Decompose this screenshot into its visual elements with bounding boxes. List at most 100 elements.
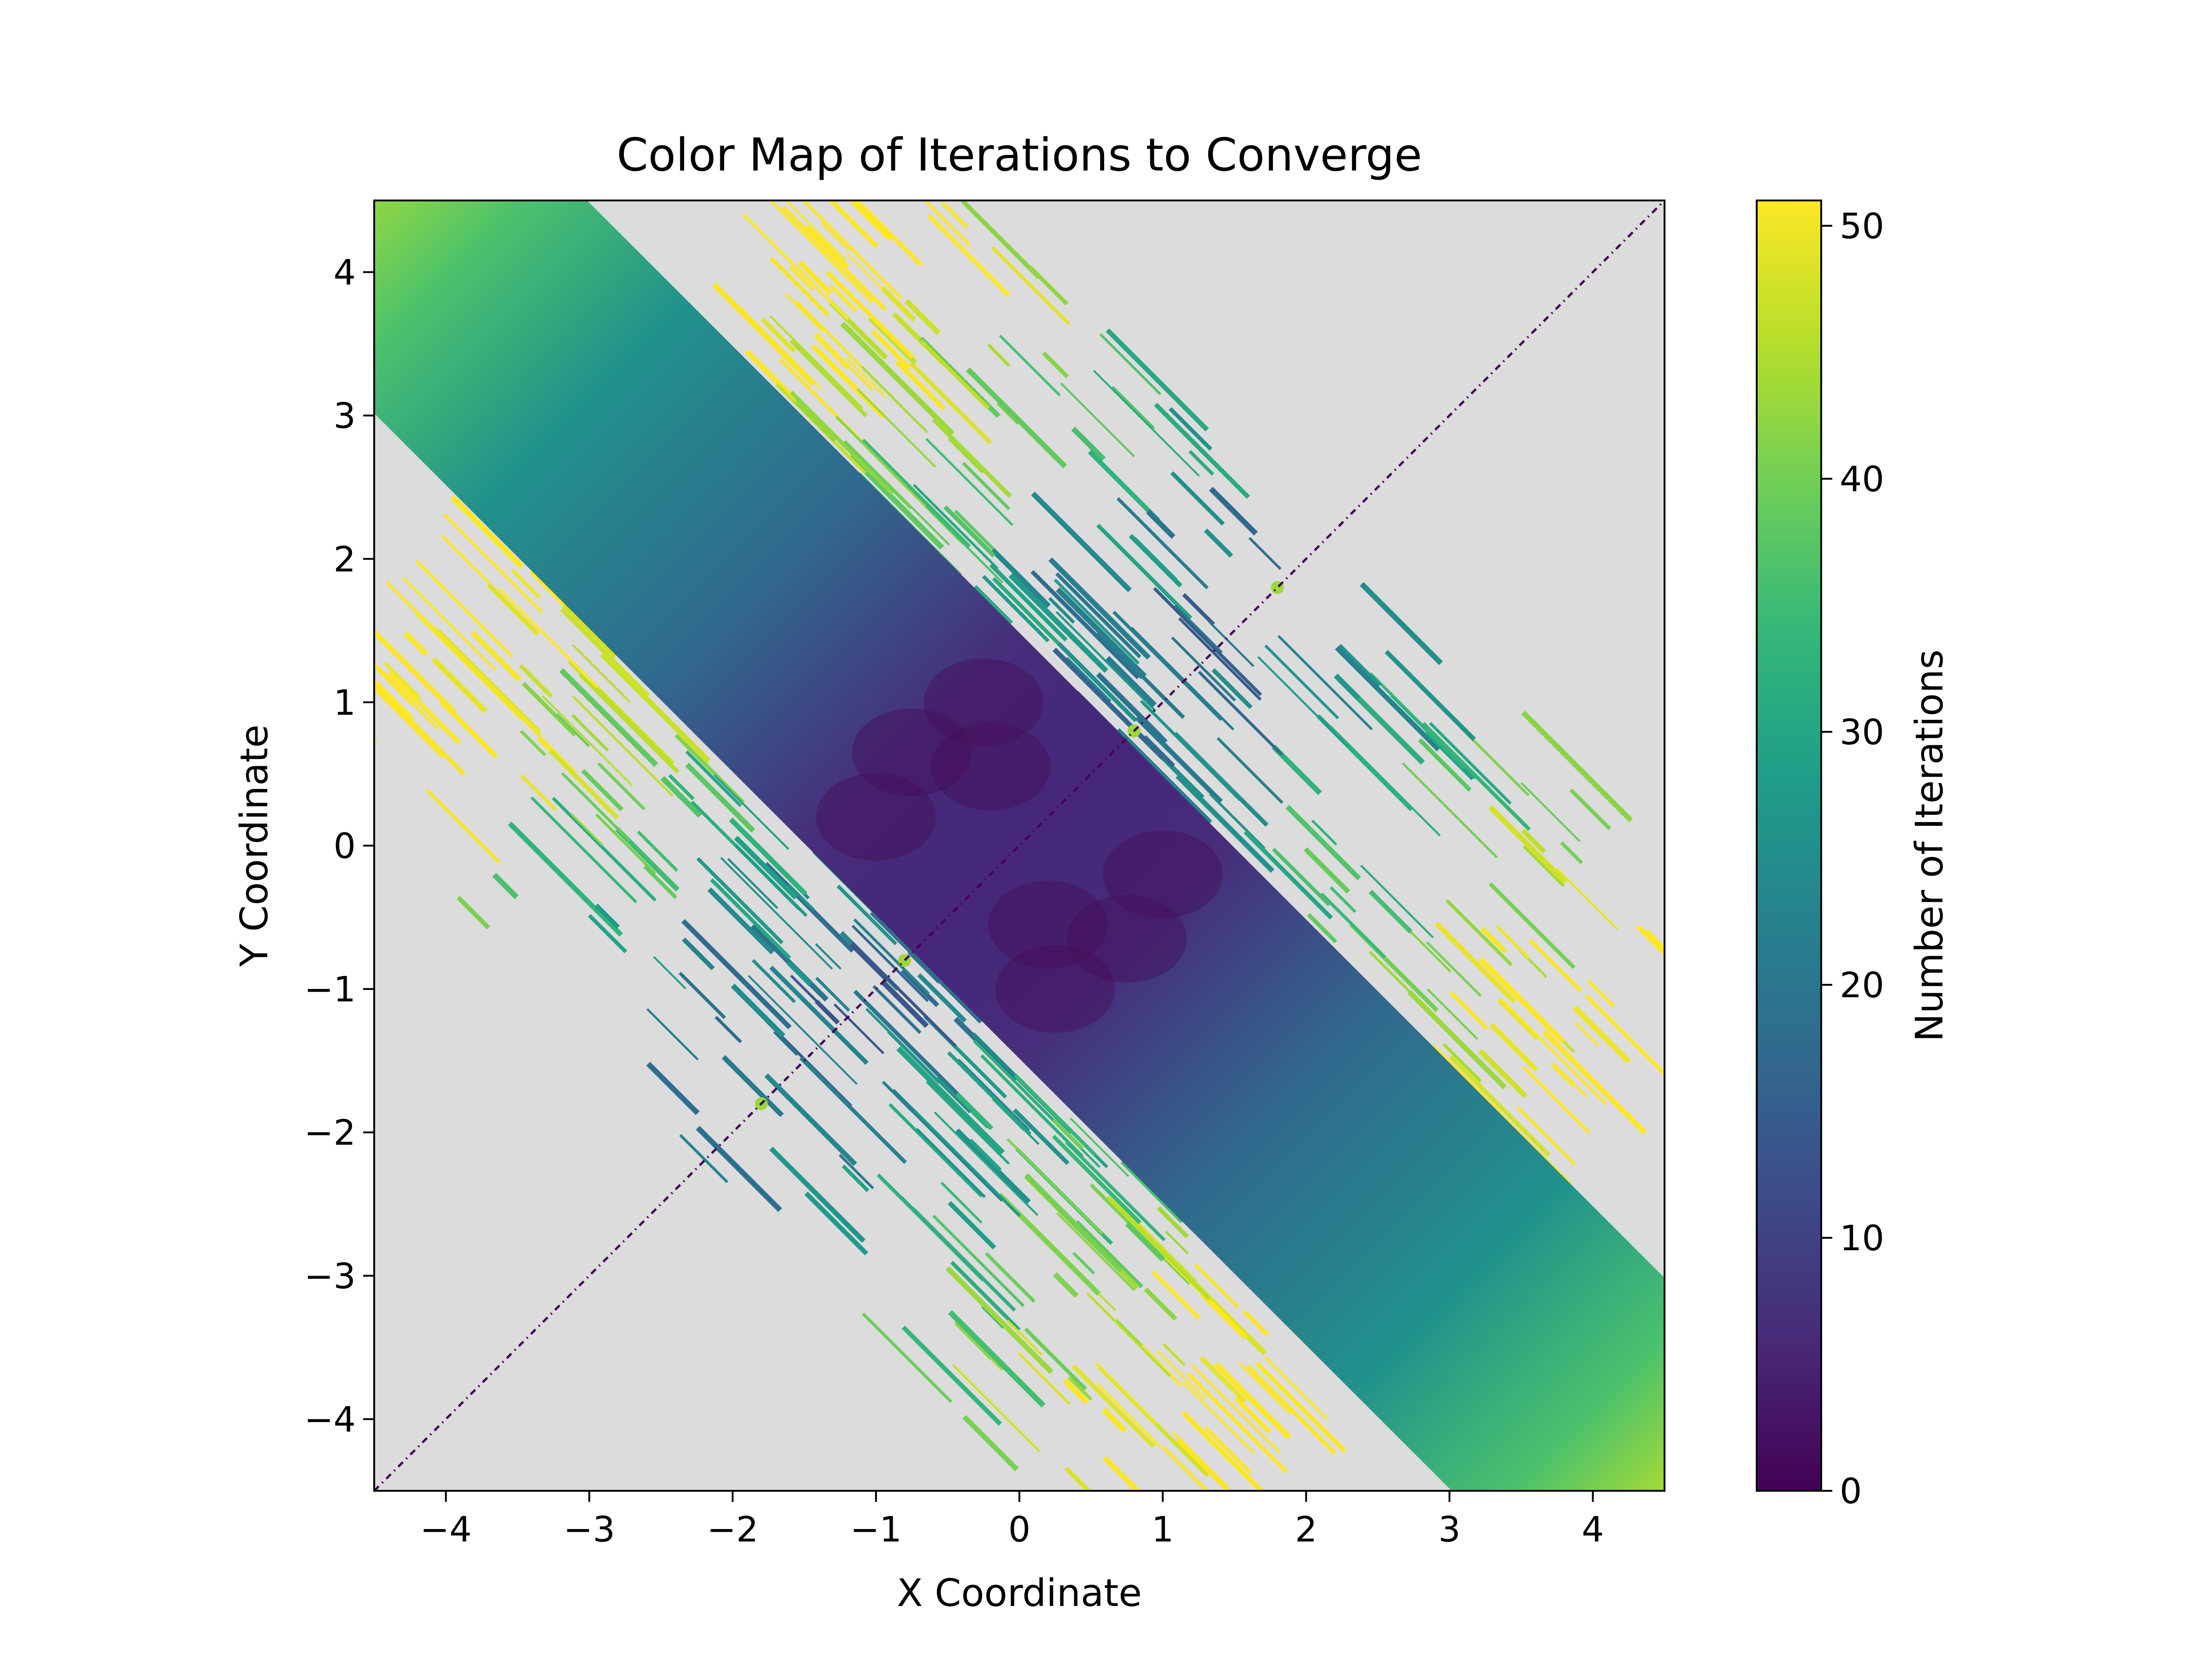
band-blob xyxy=(852,708,972,796)
streak-mark xyxy=(1636,925,1665,957)
streak-mark xyxy=(497,587,599,688)
streak-mark xyxy=(1285,805,1361,881)
streak-mark xyxy=(872,985,922,1034)
streak-mark xyxy=(788,265,814,291)
streak-mark xyxy=(932,1214,1025,1307)
streak-mark xyxy=(1052,1135,1141,1224)
streak-mark xyxy=(833,1003,884,1054)
streak-mark xyxy=(714,1016,742,1043)
streak-mark xyxy=(646,1008,699,1061)
streak-mark xyxy=(1156,1350,1206,1399)
streak-mark xyxy=(853,943,957,1047)
streak-mark xyxy=(947,1201,996,1250)
streak-mark xyxy=(769,1147,866,1243)
streak-mark xyxy=(992,577,1068,653)
x-tick-label: 4 xyxy=(1582,1509,1604,1550)
streak-mark xyxy=(1052,1118,1084,1150)
streak-mark xyxy=(374,663,439,730)
band-blob xyxy=(924,658,1044,746)
band-blobs xyxy=(816,658,1223,1033)
streak-mark xyxy=(727,858,778,909)
streak-mark xyxy=(752,959,796,1003)
streak-mark xyxy=(815,1000,840,1025)
streak-mark xyxy=(940,1182,983,1224)
streak-mark xyxy=(1093,370,1200,477)
streak-mark xyxy=(1176,1438,1231,1491)
streak-mark xyxy=(1217,737,1283,804)
streak-mark xyxy=(1012,1108,1070,1165)
streak-mark xyxy=(1060,382,1135,458)
streak-mark xyxy=(1242,1310,1270,1337)
x-tick-label: 1 xyxy=(1152,1509,1174,1550)
streak-mark xyxy=(431,626,542,737)
y-tick-label: 0 xyxy=(334,825,356,866)
streak-mark xyxy=(1056,1212,1135,1291)
streak-mark xyxy=(519,664,553,698)
diagonal-line xyxy=(374,200,1665,1491)
streak-mark xyxy=(941,201,969,229)
streak-mark xyxy=(926,1081,1010,1165)
streak-mark xyxy=(1157,1206,1189,1239)
streak-mark xyxy=(900,969,939,1007)
streak-mark xyxy=(1212,668,1253,709)
streak-mark xyxy=(1243,830,1333,920)
streak-mark xyxy=(895,360,946,411)
streak-mark xyxy=(1442,1043,1482,1082)
streak-mark xyxy=(747,975,858,1085)
streak-mark xyxy=(1055,572,1141,659)
streak-mark xyxy=(685,750,742,807)
streak-mark xyxy=(950,1261,1021,1331)
plot-area xyxy=(374,200,1665,1491)
streak-mark xyxy=(813,333,851,370)
streak-mark xyxy=(1096,672,1162,738)
streak-mark xyxy=(991,548,1051,608)
streak-mark xyxy=(969,1138,1002,1172)
streak-mark xyxy=(1162,1445,1209,1491)
streak-mark xyxy=(1095,1362,1158,1425)
y-tick-label: −3 xyxy=(304,1255,356,1296)
streak-mark xyxy=(1255,1361,1347,1453)
streak-mark xyxy=(1140,700,1241,801)
streak-mark xyxy=(1008,573,1108,673)
streak-mark xyxy=(1086,1292,1171,1377)
streak-mark xyxy=(713,774,789,850)
streak-mark xyxy=(668,774,695,800)
streak-mark xyxy=(927,213,1011,298)
streak-mark xyxy=(934,1111,1039,1216)
streak-mark xyxy=(992,1097,1026,1131)
streak-mark xyxy=(1556,867,1618,930)
band-blob xyxy=(1067,895,1187,983)
streak-mark xyxy=(1171,636,1236,702)
streak-layer xyxy=(374,200,1665,1491)
streak-mark xyxy=(1053,578,1140,665)
x-tick-label: 2 xyxy=(1295,1509,1317,1550)
streak-mark xyxy=(1257,656,1346,745)
streak-mark xyxy=(877,1173,985,1282)
streak-mark xyxy=(426,789,501,864)
streak-mark xyxy=(948,1310,1046,1408)
streak-mark xyxy=(1481,927,1507,953)
streak-mark xyxy=(597,762,646,811)
streak-mark xyxy=(637,830,679,872)
streak-mark xyxy=(1188,450,1215,476)
streak-mark xyxy=(960,200,1041,279)
streak-mark xyxy=(1071,1364,1155,1448)
streak-mark xyxy=(1520,782,1581,842)
band-blob xyxy=(1103,830,1223,918)
streak-mark xyxy=(1162,1343,1186,1366)
streak-mark xyxy=(1572,1005,1631,1064)
y-tick-label: 1 xyxy=(334,682,356,723)
band-blob xyxy=(930,723,1051,811)
streak-mark xyxy=(696,1126,782,1212)
streak-mark xyxy=(865,1008,971,1114)
streak-mark xyxy=(1065,1141,1166,1241)
streak-mark xyxy=(1153,587,1262,696)
streak-mark xyxy=(1238,1362,1290,1414)
streak-mark xyxy=(578,672,680,774)
streak-mark xyxy=(1429,722,1512,805)
streak-mark xyxy=(827,200,879,249)
streak-mark xyxy=(789,339,868,418)
streak-mark xyxy=(916,1128,986,1198)
streak-mark xyxy=(1569,788,1612,830)
streak-mark xyxy=(1426,941,1482,997)
